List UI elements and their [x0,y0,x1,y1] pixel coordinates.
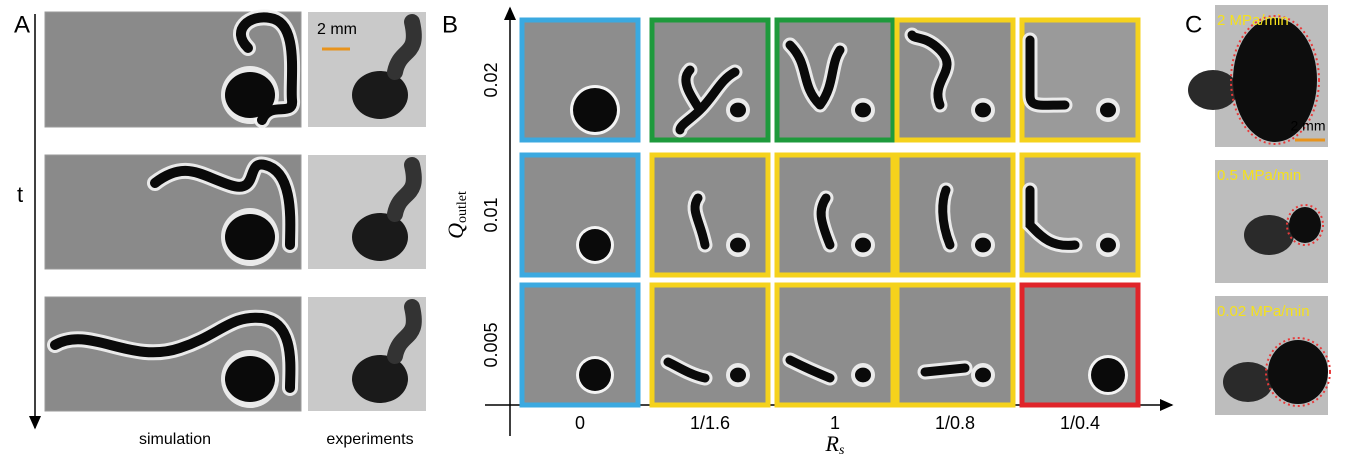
cloud [1244,215,1294,255]
bubble [975,103,991,118]
panel-label: A [14,11,30,38]
cell-image [652,20,768,140]
bubble [855,238,871,253]
panel-label: B [442,11,458,38]
grid-cell [522,155,638,275]
cloud [1223,362,1273,402]
panel-c-images: 2 MPa/min 0.5 MPa/min 0.02 MPa/min 2 mm [1188,5,1330,415]
cell-image [522,155,638,275]
symbol: R [825,431,840,456]
panel-b-grid: 0.02 0.01 0.005 0 1/1.6 1 1/0.8 1/0.4 [481,20,1138,433]
column-label: 0 [575,413,585,433]
bubble [730,103,746,118]
rate-label: 0.02 MPa/min [1217,303,1310,320]
bubble [1100,238,1116,253]
panel-a-images: 2 mm [45,12,426,411]
rate-label: 0.5 MPa/min [1217,167,1301,184]
bubble [579,359,611,391]
image-row [45,155,426,269]
x-axis-title: Rs [825,431,845,458]
bubble [225,356,275,402]
subscript: outlet [455,191,470,223]
row-label: 0.02 [481,62,501,97]
cell-image [1022,155,1138,275]
cell-image [777,285,893,405]
cell-image [1022,20,1138,140]
bubble [1268,340,1328,404]
column-label: 1/0.4 [1060,413,1100,433]
scale-bar-label: 2 mm [317,21,357,38]
bubble [1091,358,1125,392]
grid-cell [897,20,1013,140]
cloud [1188,70,1238,110]
grid-cell [652,20,768,140]
bubble [730,368,746,383]
finger [925,368,965,372]
bubble [579,229,611,261]
image: 0.02 MPa/min [1215,296,1330,415]
grid-cell [897,155,1013,275]
grid-cell [777,285,893,405]
bubble [1100,103,1116,118]
bubble [975,238,991,253]
column-label: experiments [326,431,413,448]
grid-cell [897,285,1013,405]
bubble [975,368,991,383]
column-label: 1 [830,413,840,433]
grid-cell [1022,155,1138,275]
grid-cell [777,155,893,275]
row-label: 0.01 [481,197,501,232]
image: 0.5 MPa/min [1215,160,1328,283]
grid-cell [522,285,638,405]
row-label: 0.005 [481,322,501,367]
column-label: simulation [139,431,211,448]
panel-label: C [1185,11,1202,38]
column-label: 1/0.8 [935,413,975,433]
bubble [730,238,746,253]
grid-cell [652,155,768,275]
grid-cell [1022,20,1138,140]
bubble [1289,207,1321,243]
time-label: t [17,182,23,207]
figure: A t 2 mm simulation experiments B 0.020.… [0,0,1352,460]
bubble [573,88,617,132]
cell-image [777,155,893,275]
column-label: 1/1.6 [690,413,730,433]
cell-image [652,285,768,405]
rate-label: 2 MPa/min [1217,12,1289,29]
cell-image [897,285,1013,405]
bubble [225,214,275,260]
subscript: s [839,443,845,458]
bubble [225,72,275,118]
cell-image [897,155,1013,275]
grid-cell [777,20,893,140]
cell-image [652,155,768,275]
bubble [855,103,871,118]
bubble [855,368,871,383]
image-row [45,297,426,411]
grid-cell [652,285,768,405]
scale-bar-label: 2 mm [1291,118,1326,134]
grid-cell [1022,285,1138,405]
y-axis-title: Qoutlet [443,191,470,239]
image-row [45,12,426,127]
cell-image [522,285,638,405]
symbol: Q [443,223,468,239]
grid-cell [522,20,638,140]
